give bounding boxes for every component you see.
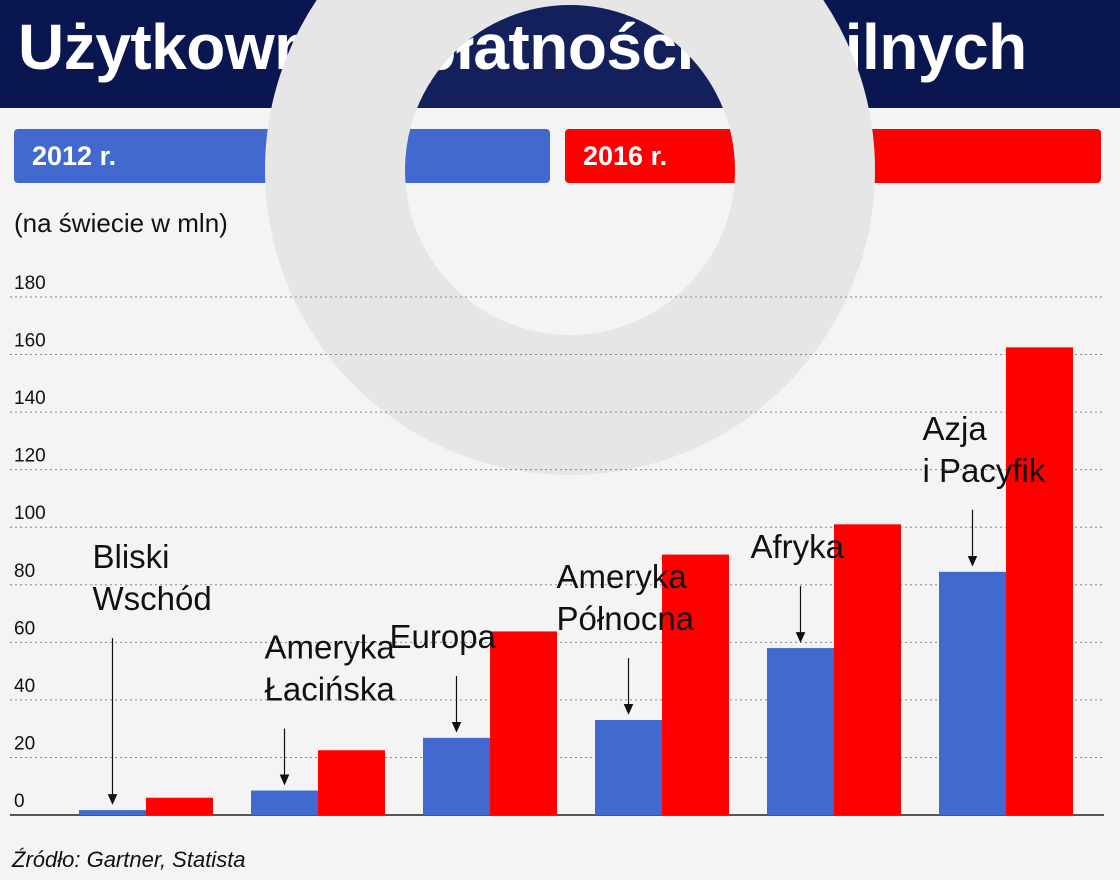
category-label: Ameryka Północna [557,558,695,637]
y-tick-label: 40 [14,676,35,697]
source-note: Źródło: Gartner, Statista [12,847,246,872]
category-label-line: Azja [923,410,988,447]
logo-watermark [265,0,875,475]
y-tick-label: 80 [14,561,35,582]
bar-2016-0 [146,797,213,815]
bar-2012-4 [767,648,834,815]
y-tick-label: 60 [14,618,35,639]
category-label-line: Ameryka [265,629,396,666]
bar-2012-0 [79,810,146,815]
category-label: Bliski Wschód [93,538,212,617]
category-label: Europa [390,618,497,655]
bar-2012-1 [251,790,318,815]
category-label: Azja i Pacyfik [923,410,1046,489]
bar-2016-4 [834,524,901,815]
chart-title: Użytkownicy płatności mobilnych [18,11,1027,83]
y-tick-label: 100 [14,503,46,524]
y-tick-label: 160 [14,331,46,352]
unit-label: (na świecie w mln) [14,208,228,238]
bar-2016-3 [662,554,729,815]
y-tick-label: 120 [14,446,46,467]
category-label-line: Afryka [751,528,845,565]
bar-2016-5 [1006,347,1073,815]
y-tick-label: 140 [14,388,46,409]
category-label-line: Ameryka [557,558,688,595]
category-label-line: i Pacyfik [923,452,1046,489]
category-label: Ameryka Łacińska [265,629,396,708]
category-label-line: Bliski [93,538,170,575]
category-label-line: Łacińska [265,671,396,708]
category-label-line: Wschód [93,580,212,617]
bar-2012-2 [423,737,490,815]
category-label: Afryka [751,528,845,565]
bar-2016-2 [490,631,557,815]
bar-2012-5 [939,571,1006,815]
y-tick-label: 180 [14,273,46,294]
bar-2016-1 [318,750,385,815]
y-tick-label: 20 [14,733,35,754]
category-label-line: Europa [390,618,497,655]
category-label-line: Północna [557,600,695,637]
y-tick-label: 0 [14,791,25,812]
bar-2012-3 [595,720,662,815]
